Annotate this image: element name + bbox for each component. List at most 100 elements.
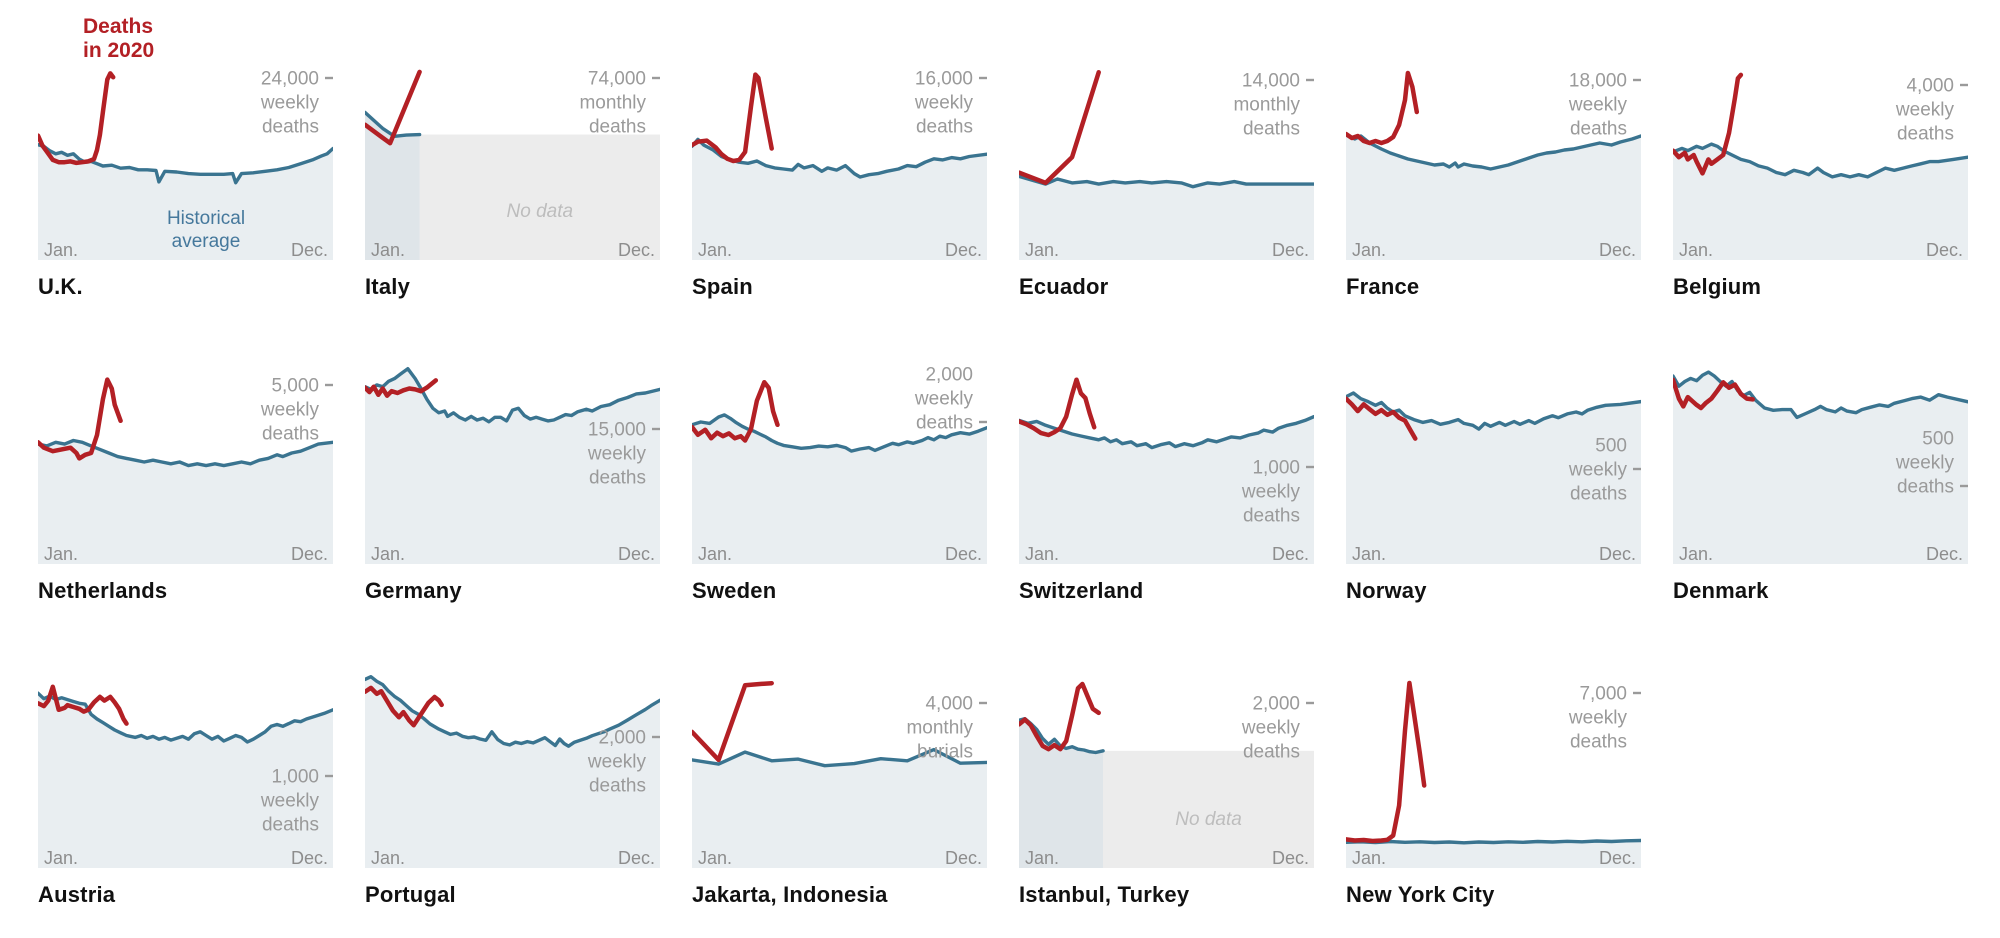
small-multiples-grid: 24,000 weekly deaths Jan. Dec. Deaths in 2020 H… bbox=[38, 10, 1968, 908]
chart-tile-germany: 15,000 weekly deaths Jan. Dec. Germany bbox=[365, 314, 660, 604]
country-label-austria: Austria bbox=[38, 882, 116, 907]
month-end-label: Dec. bbox=[945, 848, 982, 868]
y-axis-label-line: weekly bbox=[1568, 95, 1628, 116]
historical-average-area bbox=[692, 749, 987, 868]
deaths-2020-line bbox=[365, 378, 439, 398]
month-start-label: Jan. bbox=[698, 240, 732, 260]
deaths-2020-line bbox=[365, 685, 444, 728]
historical-average-line bbox=[1673, 142, 1968, 179]
historical-average-line bbox=[1019, 174, 1314, 189]
month-start-label: Jan. bbox=[698, 848, 732, 868]
y-axis-label-line: 2,000 bbox=[925, 365, 973, 386]
country-label-ecuador: Ecuador bbox=[1019, 274, 1109, 299]
y-axis-label-line: 18,000 bbox=[1569, 71, 1627, 92]
y-axis-label-line: deaths bbox=[1897, 477, 1954, 498]
month-start-label: Jan. bbox=[371, 240, 405, 260]
chart-canvas-norway: 500 weekly deaths Jan. Dec. bbox=[1346, 391, 1641, 564]
historical-average-area bbox=[1346, 135, 1641, 260]
y-axis-label-line: burials bbox=[917, 742, 973, 763]
y-axis-label-line: 24,000 bbox=[261, 69, 319, 90]
historical-average-area bbox=[1346, 393, 1641, 564]
country-label-new-york-city: New York City bbox=[1346, 882, 1495, 907]
y-axis-label-line: weekly bbox=[1241, 482, 1301, 503]
deaths-2020-line bbox=[1019, 377, 1097, 438]
y-axis-label-line: deaths bbox=[1243, 506, 1300, 527]
month-start-label: Jan. bbox=[1352, 848, 1386, 868]
deaths-2020-line bbox=[1346, 70, 1420, 146]
deaths-2020-annotation: in 2020 bbox=[83, 39, 154, 62]
month-end-label: Dec. bbox=[1599, 544, 1636, 564]
chart-canvas-new-york-city: 7,000 weekly deaths Jan. Dec. bbox=[1346, 680, 1641, 868]
historical-average-area bbox=[365, 112, 420, 261]
y-axis-label-line: 500 bbox=[1922, 429, 1954, 450]
deaths-2020-line bbox=[692, 72, 774, 164]
y-axis-label-line: deaths bbox=[589, 468, 646, 489]
deaths-2020-line bbox=[1019, 681, 1101, 752]
country-label-france: France bbox=[1346, 274, 1420, 299]
month-start-label: Jan. bbox=[1025, 848, 1059, 868]
chart-canvas-ecuador: 14,000 monthly deaths Jan. Dec. bbox=[1019, 70, 1314, 260]
y-axis-label-line: monthly bbox=[906, 718, 973, 739]
country-label-italy: Italy bbox=[365, 274, 411, 299]
chart-tile-ecuador: 14,000 monthly deaths Jan. Dec. Ecuador bbox=[1019, 10, 1314, 300]
y-axis-label-line: weekly bbox=[587, 444, 647, 465]
y-axis-label-line: 14,000 bbox=[1242, 71, 1300, 92]
month-end-label: Dec. bbox=[618, 848, 655, 868]
historical-average-line bbox=[365, 675, 660, 748]
historical-average-line bbox=[1346, 838, 1641, 845]
historical-average-area bbox=[1019, 176, 1314, 260]
deaths-2020-line bbox=[365, 69, 422, 146]
month-end-label: Dec. bbox=[945, 544, 982, 564]
y-axis-label-line: weekly bbox=[914, 93, 974, 114]
y-axis-label-line: weekly bbox=[260, 400, 320, 421]
chart-tile-jakarta-indonesia: 4,000 monthly burials Jan. Dec. Jakarta, Indo… bbox=[692, 618, 987, 908]
chart-canvas-netherlands: 5,000 weekly deaths Jan. Dec. bbox=[38, 376, 333, 564]
y-axis-label-line: weekly bbox=[1568, 460, 1628, 481]
historical-average-area bbox=[692, 414, 987, 564]
chart-canvas-spain: 16,000 weekly deaths Jan. Dec. bbox=[692, 69, 987, 260]
y-axis-label-line: deaths bbox=[1570, 119, 1627, 140]
deaths-2020-line bbox=[1673, 377, 1755, 411]
chart-canvas-istanbul-turkey: No data 2,000 weekly deaths Jan. Dec. bbox=[1019, 681, 1314, 868]
country-label-belgium: Belgium bbox=[1673, 274, 1762, 299]
month-end-label: Dec. bbox=[1272, 240, 1309, 260]
chart-tile-switzerland: 1,000 weekly deaths Jan. Dec. Switzerland bbox=[1019, 314, 1314, 604]
y-axis-label-line: deaths bbox=[1570, 484, 1627, 505]
historical-average-area bbox=[365, 676, 660, 868]
y-axis-label-line: 500 bbox=[1595, 436, 1627, 457]
historical-average-area bbox=[1673, 372, 1968, 564]
month-start-label: Jan. bbox=[1679, 544, 1713, 564]
country-label-norway: Norway bbox=[1346, 578, 1427, 603]
deaths-2020-line bbox=[692, 680, 774, 763]
country-label-switzerland: Switzerland bbox=[1019, 578, 1144, 603]
historical-average-annotation: average bbox=[172, 231, 241, 252]
historical-average-area bbox=[1346, 840, 1641, 868]
month-start-label: Jan. bbox=[44, 544, 78, 564]
month-end-label: Dec. bbox=[291, 240, 328, 260]
y-axis-label-line: deaths bbox=[262, 117, 319, 138]
month-end-label: Dec. bbox=[618, 544, 655, 564]
y-axis-label-line: deaths bbox=[589, 117, 646, 138]
historical-average-area bbox=[1019, 718, 1104, 868]
month-start-label: Jan. bbox=[1025, 544, 1059, 564]
country-label-jakarta-indonesia: Jakarta, Indonesia bbox=[692, 882, 888, 907]
y-axis-label-line: 4,000 bbox=[925, 694, 973, 715]
month-start-label: Jan. bbox=[1679, 240, 1713, 260]
chart-canvas-jakarta-indonesia: 4,000 monthly burials Jan. Dec. bbox=[692, 680, 987, 868]
historical-average-line bbox=[1346, 133, 1641, 171]
month-end-label: Dec. bbox=[618, 240, 655, 260]
y-axis-label-line: 74,000 bbox=[588, 69, 646, 90]
country-label-netherlands: Netherlands bbox=[38, 578, 168, 603]
historical-average-line bbox=[692, 413, 987, 453]
country-label-istanbul-turkey: Istanbul, Turkey bbox=[1019, 882, 1190, 907]
y-axis-label-line: 5,000 bbox=[271, 376, 319, 397]
y-axis-label-line: deaths bbox=[1570, 732, 1627, 753]
no-data-label: No data bbox=[507, 201, 574, 222]
chart-tile-denmark: 500 weekly deaths Jan. Dec. Denmark bbox=[1673, 314, 1968, 604]
y-axis-label-line: deaths bbox=[1897, 124, 1954, 145]
chart-canvas-italy: No data 74,000 monthly deaths Jan. Dec. bbox=[365, 69, 660, 261]
historical-average-line bbox=[38, 691, 333, 744]
y-axis-label-line: 1,000 bbox=[271, 767, 319, 788]
